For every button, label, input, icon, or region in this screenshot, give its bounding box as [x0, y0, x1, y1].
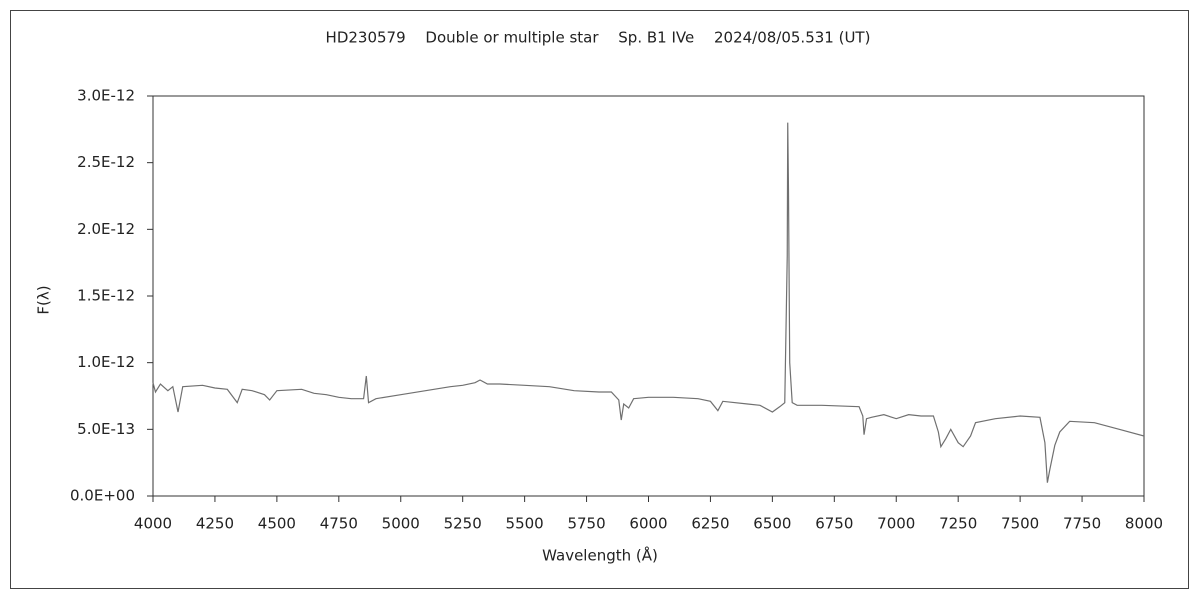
x-tick-label: 5250: [444, 515, 482, 533]
x-tick-label: 7500: [1001, 515, 1039, 533]
x-tick-label: 7750: [1063, 515, 1101, 533]
x-axis-label: Wavelength (Å): [542, 546, 658, 565]
y-tick-label: 2.5E-12: [77, 153, 135, 171]
y-tick-label: 0.0E+00: [70, 487, 135, 505]
x-tick-label: 5500: [506, 515, 544, 533]
x-tick-label: 5000: [382, 515, 420, 533]
x-tick-label: 4500: [258, 515, 296, 533]
y-axis-label: F(λ): [35, 285, 53, 314]
spectrum-line: [152, 122, 1145, 483]
y-tick-label: 5.0E-13: [77, 420, 135, 438]
y-tick-label: 1.5E-12: [77, 287, 135, 305]
x-tick-label: 6000: [629, 515, 667, 533]
chart-title: HD230579 Double or multiple star Sp. B1 …: [326, 29, 871, 47]
chart-frame: [10, 10, 1189, 589]
y-tick-label: 2.0E-12: [77, 220, 135, 238]
x-tick-label: 7000: [877, 515, 915, 533]
x-tick-label: 5750: [567, 515, 605, 533]
x-tick-label: 4000: [134, 515, 172, 533]
y-tick-label: 3.0E-12: [77, 87, 135, 105]
plot-area: [152, 95, 1145, 497]
x-tick-label: 6500: [753, 515, 791, 533]
x-tick-label: 8000: [1125, 515, 1163, 533]
x-tick-label: 7250: [939, 515, 977, 533]
y-tick-label: 1.0E-12: [77, 353, 135, 371]
x-tick-label: 4750: [320, 515, 358, 533]
x-tick-label: 6750: [815, 515, 853, 533]
x-tick-label: 6250: [691, 515, 729, 533]
x-tick-label: 4250: [196, 515, 234, 533]
